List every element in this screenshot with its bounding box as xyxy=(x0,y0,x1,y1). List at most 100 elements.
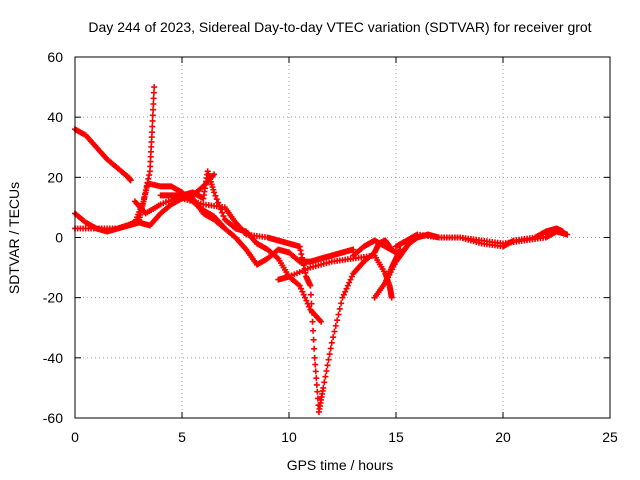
data-point xyxy=(318,318,325,325)
data-point xyxy=(347,276,354,283)
series-track-7 xyxy=(179,195,395,415)
data-point xyxy=(564,231,571,238)
data-point xyxy=(145,175,152,182)
data-point xyxy=(144,179,151,186)
axis-ticks: 0 5 10 15 20 25 60 40 20 0 -20 -40 -60 xyxy=(43,49,618,445)
data-point xyxy=(321,379,328,386)
series-track-8 xyxy=(275,252,395,301)
data-point xyxy=(308,300,315,307)
data-point xyxy=(127,177,134,184)
data-point xyxy=(300,291,307,298)
data-point xyxy=(299,288,306,295)
y-tick-label: 60 xyxy=(47,49,63,65)
series-track-1 xyxy=(72,126,134,184)
chart-title: Day 244 of 2023, Sidereal Day-to-day VTE… xyxy=(88,19,591,35)
data-point xyxy=(335,311,342,318)
y-tick-label: 40 xyxy=(47,109,63,125)
data-point xyxy=(298,251,305,258)
data-point xyxy=(307,282,314,289)
data-point xyxy=(314,388,321,395)
data-point xyxy=(298,285,305,292)
grid xyxy=(75,57,610,418)
data-point xyxy=(330,334,337,341)
data-point xyxy=(212,192,219,199)
data-point xyxy=(338,300,345,307)
data-point xyxy=(297,247,304,254)
data-point xyxy=(306,303,313,310)
data-point xyxy=(388,294,395,301)
data-point xyxy=(312,361,319,368)
data-point xyxy=(339,294,346,301)
data-point xyxy=(215,199,222,206)
x-tick-label: 5 xyxy=(178,429,186,445)
data-point xyxy=(300,262,307,269)
data-point xyxy=(309,309,316,316)
y-tick-label: 20 xyxy=(47,169,63,185)
data-point xyxy=(211,171,218,178)
data-point xyxy=(331,328,338,335)
series-track-12 xyxy=(382,246,404,286)
data-point xyxy=(142,190,149,197)
data-point xyxy=(211,189,218,196)
data-point xyxy=(332,322,339,329)
x-tick-label: 15 xyxy=(388,429,404,445)
data-point xyxy=(219,209,226,216)
series-track-6 xyxy=(157,192,357,268)
data-point xyxy=(327,345,334,352)
data-point xyxy=(302,294,309,301)
data-point xyxy=(309,318,316,325)
data-point xyxy=(303,297,310,304)
data-point xyxy=(311,345,318,352)
data-points xyxy=(72,84,571,415)
data-point xyxy=(149,129,156,136)
data-point xyxy=(143,183,150,190)
data-point xyxy=(340,291,347,298)
data-point xyxy=(343,285,350,292)
data-point xyxy=(328,339,335,346)
y-axis-label: SDTVAR / TECUs xyxy=(6,182,22,294)
data-point xyxy=(312,368,319,375)
data-point xyxy=(397,246,404,253)
data-point xyxy=(320,384,327,391)
data-point xyxy=(213,196,220,203)
data-point xyxy=(307,291,314,298)
data-point xyxy=(322,373,329,380)
data-point xyxy=(346,279,353,286)
data-point xyxy=(342,288,349,295)
data-point xyxy=(336,305,343,312)
data-point xyxy=(141,194,148,201)
data-point xyxy=(220,213,227,220)
y-tick-label: -60 xyxy=(43,410,63,426)
data-point xyxy=(150,89,157,96)
data-point xyxy=(310,327,317,334)
data-point xyxy=(311,354,318,361)
data-point xyxy=(149,123,156,130)
x-tick-label: 0 xyxy=(71,429,79,445)
data-point xyxy=(323,367,330,374)
data-point xyxy=(334,317,341,324)
x-tick-label: 25 xyxy=(602,429,618,445)
data-point xyxy=(296,282,303,289)
data-point xyxy=(140,198,147,205)
data-point xyxy=(149,112,156,119)
y-tick-label: 0 xyxy=(55,230,63,246)
data-point xyxy=(299,254,306,261)
data-point xyxy=(344,282,351,289)
data-point xyxy=(299,258,306,265)
data-point xyxy=(150,95,157,102)
data-point xyxy=(326,351,333,358)
data-point xyxy=(151,84,158,91)
data-point xyxy=(325,356,332,363)
x-tick-label: 10 xyxy=(281,429,297,445)
data-point xyxy=(142,187,149,194)
data-point xyxy=(150,106,157,113)
data-point xyxy=(314,395,321,402)
data-point xyxy=(296,243,303,250)
series-track-11 xyxy=(393,225,566,250)
data-point xyxy=(313,375,320,382)
data-point xyxy=(149,117,156,124)
series-track-5 xyxy=(131,168,325,325)
data-point xyxy=(313,381,320,388)
data-point xyxy=(150,101,157,108)
